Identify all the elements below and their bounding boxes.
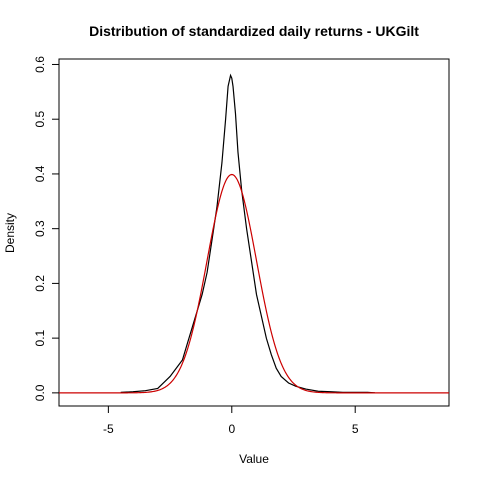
x-axis-label: Value bbox=[239, 452, 269, 466]
x-tick-label: 5 bbox=[352, 422, 359, 436]
chart-title: Distribution of standardized daily retur… bbox=[89, 23, 419, 39]
x-axis: -5 0 5 bbox=[103, 406, 359, 436]
x-tick-label: -5 bbox=[103, 422, 114, 436]
series-layer bbox=[59, 73, 449, 394]
y-tick-label: 0.6 bbox=[33, 56, 47, 73]
y-tick-label: 0.3 bbox=[33, 220, 47, 237]
plot-frame bbox=[58, 58, 450, 407]
y-axis-label: Density bbox=[3, 213, 17, 253]
y-tick-label: 0.4 bbox=[33, 165, 47, 182]
y-tick-label: 0.0 bbox=[33, 384, 47, 401]
y-tick-label: 0.2 bbox=[33, 275, 47, 292]
x-tick-label: 0 bbox=[228, 422, 235, 436]
y-tick-label: 0.5 bbox=[33, 111, 47, 128]
y-tick-label: 0.1 bbox=[33, 329, 47, 346]
empirical-density-line bbox=[120, 73, 375, 394]
y-axis: 0.0 0.1 0.2 0.3 0.4 0.5 0.6 bbox=[33, 56, 59, 401]
normal-density-line bbox=[59, 173, 449, 394]
